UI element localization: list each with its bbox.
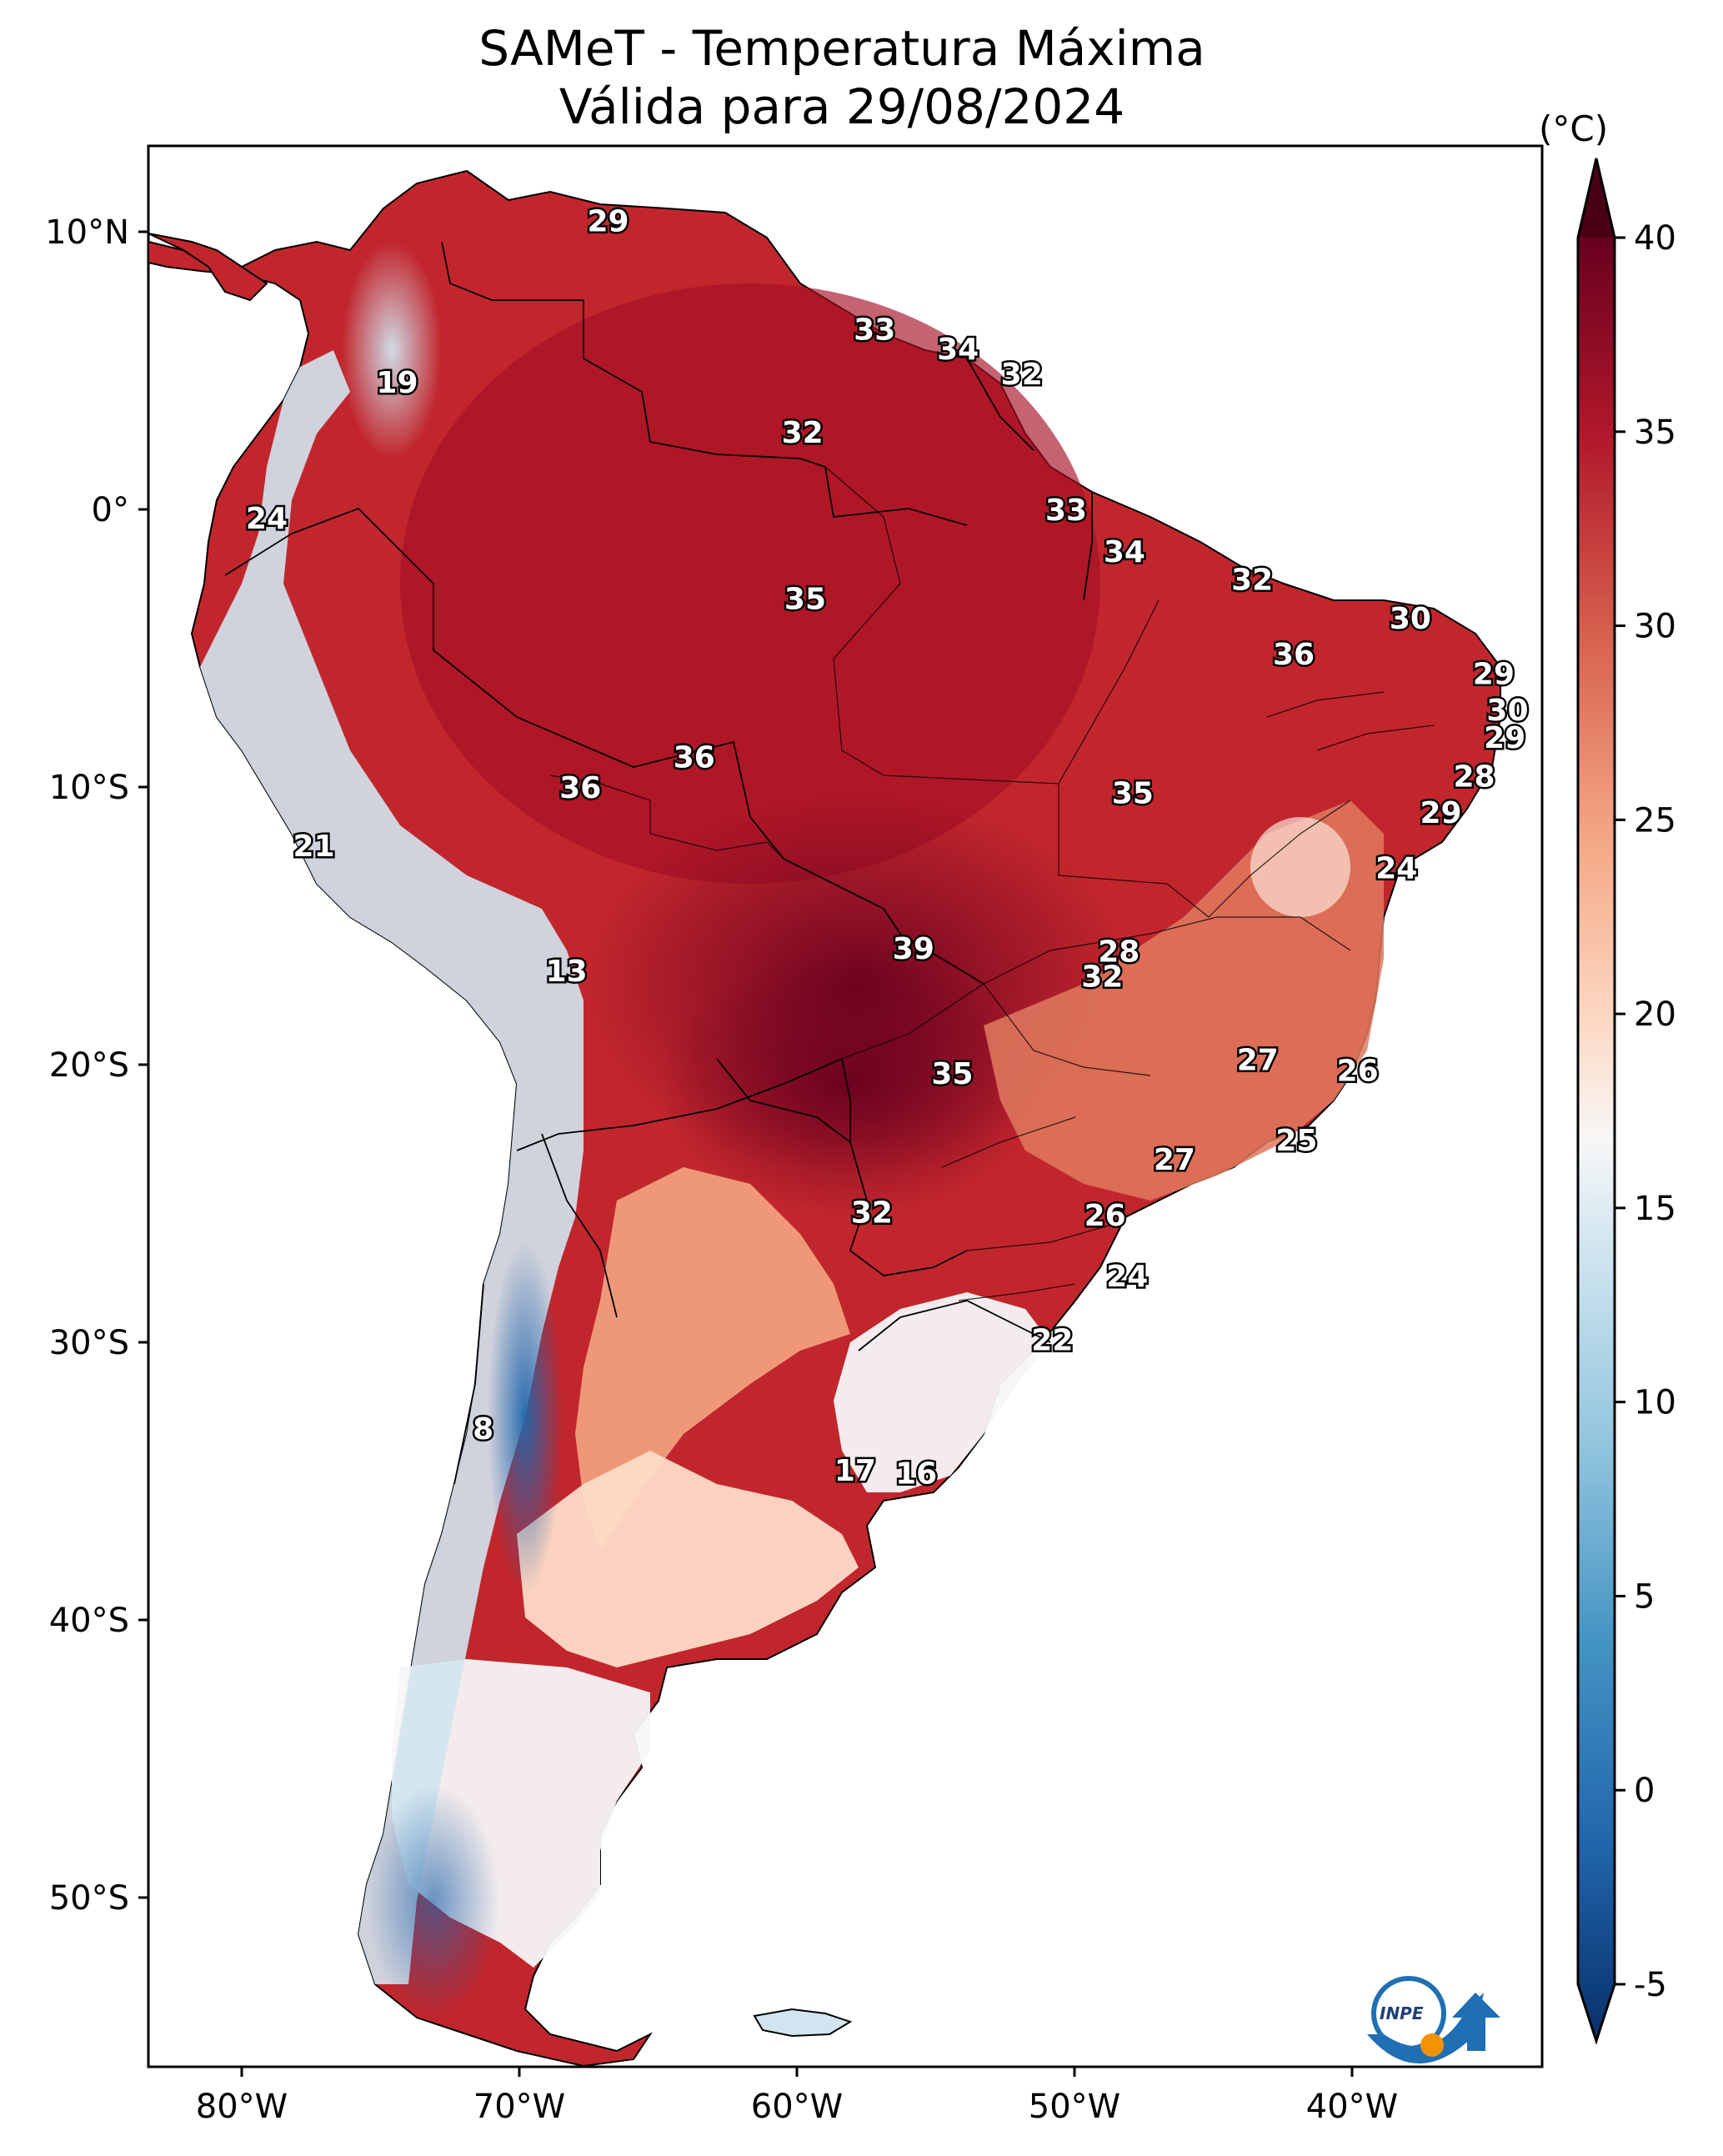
temperature-value-label: 30 (1390, 602, 1431, 636)
map-title-line2: Válida para 29/08/2024 (558, 78, 1125, 135)
logo-arrow-icon (1452, 1993, 1500, 2051)
lat-label-30s: 30°S (49, 1324, 129, 1362)
temperature-value-label: 26 (1337, 1055, 1379, 1089)
temperature-value-label: 34 (937, 333, 979, 367)
temperature-value-label: 29 (588, 205, 629, 239)
temperature-value-label: 8 (473, 1412, 493, 1447)
central-america-shape (148, 233, 268, 302)
lon-label-70w: 70°W (473, 2088, 565, 2126)
temperature-value-label: 35 (784, 583, 826, 617)
temperature-value-label: 21 (293, 830, 335, 864)
temperature-value-label: 27 (1154, 1143, 1195, 1177)
lat-label-10s: 10°S (49, 769, 129, 807)
temperature-value-label: 33 (1045, 494, 1087, 528)
andes-cold-strip (200, 350, 584, 1984)
colorbar-tick-label: 10 (1634, 1384, 1676, 1422)
temperature-value-label: 32 (782, 416, 824, 450)
colorbar-tick-label: 5 (1634, 1577, 1655, 1616)
temperature-value-label: 28 (1453, 760, 1495, 795)
colorbar-tick-label: 35 (1634, 414, 1676, 452)
bahia-pale-region (1250, 817, 1350, 917)
longitude-axis: 80°W 70°W 60°W 50°W 40°W (196, 2067, 1398, 2126)
lat-label-40s: 40°S (49, 1602, 129, 1640)
temperature-value-label: 27 (1237, 1043, 1279, 1077)
temperature-value-label: 13 (546, 955, 588, 989)
colorbar-tick-label: 20 (1634, 995, 1676, 1034)
country-borders (224, 241, 1093, 1485)
map-title-line1: SAMeT - Temperatura Máxima (478, 20, 1205, 77)
temperature-value-label: 30 (1486, 694, 1528, 728)
temperature-value-label: 32 (851, 1196, 893, 1230)
temperature-value-label: 33 (854, 313, 895, 348)
amazon-hot-region (400, 283, 1100, 884)
lon-label-40w: 40°W (1306, 2088, 1398, 2126)
temperature-value-label: 22 (1031, 1324, 1073, 1358)
temperature-value-label: 39 (893, 932, 934, 966)
temperature-value-label: 29 (1484, 721, 1525, 755)
temperature-value-label: 36 (1273, 638, 1315, 672)
temperature-value-label: 19 (376, 366, 418, 400)
lon-label-80w: 80°W (196, 2088, 288, 2126)
temperature-value-label: 24 (1106, 1260, 1148, 1294)
lon-label-50w: 50°W (1029, 2088, 1120, 2126)
map-content (148, 169, 1501, 2067)
temperature-value-label: 32 (1081, 960, 1123, 994)
temperature-value-label: 36 (674, 740, 715, 775)
temperature-value-label: 28 (1098, 935, 1139, 969)
colorbar-tick-label: 40 (1634, 219, 1676, 258)
logo-swoosh (1367, 1993, 1484, 2063)
state-borders (549, 466, 1435, 1301)
temperature-value-label: 16 (895, 1457, 937, 1492)
colorbar-unit: (°C) (1539, 108, 1609, 149)
temperature-value-label: 35 (931, 1057, 973, 1091)
colorbar: -5 0 5 10 15 20 25 30 35 40 (1576, 158, 1676, 2045)
lat-label-20s: 20°S (49, 1046, 129, 1085)
temperature-value-label: 35 (1112, 777, 1154, 811)
temperature-value-label: 32 (1231, 563, 1273, 597)
colorbar-body (1578, 238, 1615, 2041)
patagonian-ice-cold-core (367, 1784, 500, 2018)
logo-text: INPE (1380, 2003, 1424, 2023)
colorbar-top-extension (1578, 158, 1615, 238)
pampas-region (517, 1451, 859, 1667)
temperature-value-label: 26 (1084, 1199, 1126, 1233)
temperature-value-label: 34 (1104, 535, 1145, 569)
temperature-value-label: 24 (246, 502, 288, 536)
temperature-value-label: 17 (834, 1454, 876, 1488)
lat-label-50s: 50°S (49, 1879, 129, 1918)
colorbar-tick-label: 15 (1634, 1190, 1676, 1228)
lat-label-0: 0° (92, 491, 129, 529)
colorbar-ticks: -5 0 5 10 15 20 25 30 35 40 (1615, 219, 1676, 2004)
latitude-axis: 10°N 0° 10°S 20°S 30°S 40°S 50°S (45, 213, 148, 1918)
logo-sun (1420, 2033, 1444, 2057)
uruguay-pale-region (834, 1292, 1050, 1492)
temperature-value-label: 25 (1275, 1124, 1317, 1158)
falkland-islands (753, 2008, 853, 2038)
temperature-value-label: 29 (1473, 657, 1515, 691)
temperature-value-label: 36 (559, 771, 601, 805)
colorbar-tick-label: 0 (1634, 1772, 1655, 1810)
colorbar-tick-label: 25 (1634, 801, 1676, 840)
lat-label-10n: 10°N (45, 213, 129, 252)
central-andes-cold-core (488, 1242, 563, 1592)
colombian-andes-pale (342, 242, 442, 459)
temperature-value-label: 24 (1375, 852, 1417, 886)
pantanal-hot-core (659, 950, 1042, 1217)
temperature-value-label: 32 (1001, 358, 1043, 392)
lon-label-60w: 60°W (751, 2088, 843, 2126)
colorbar-tick-label: 30 (1634, 608, 1676, 646)
temperature-value-label: 29 (1420, 796, 1462, 830)
colorbar-tick-label: -5 (1634, 1966, 1667, 2004)
inpe-logo: INPE (1367, 1976, 1500, 2063)
